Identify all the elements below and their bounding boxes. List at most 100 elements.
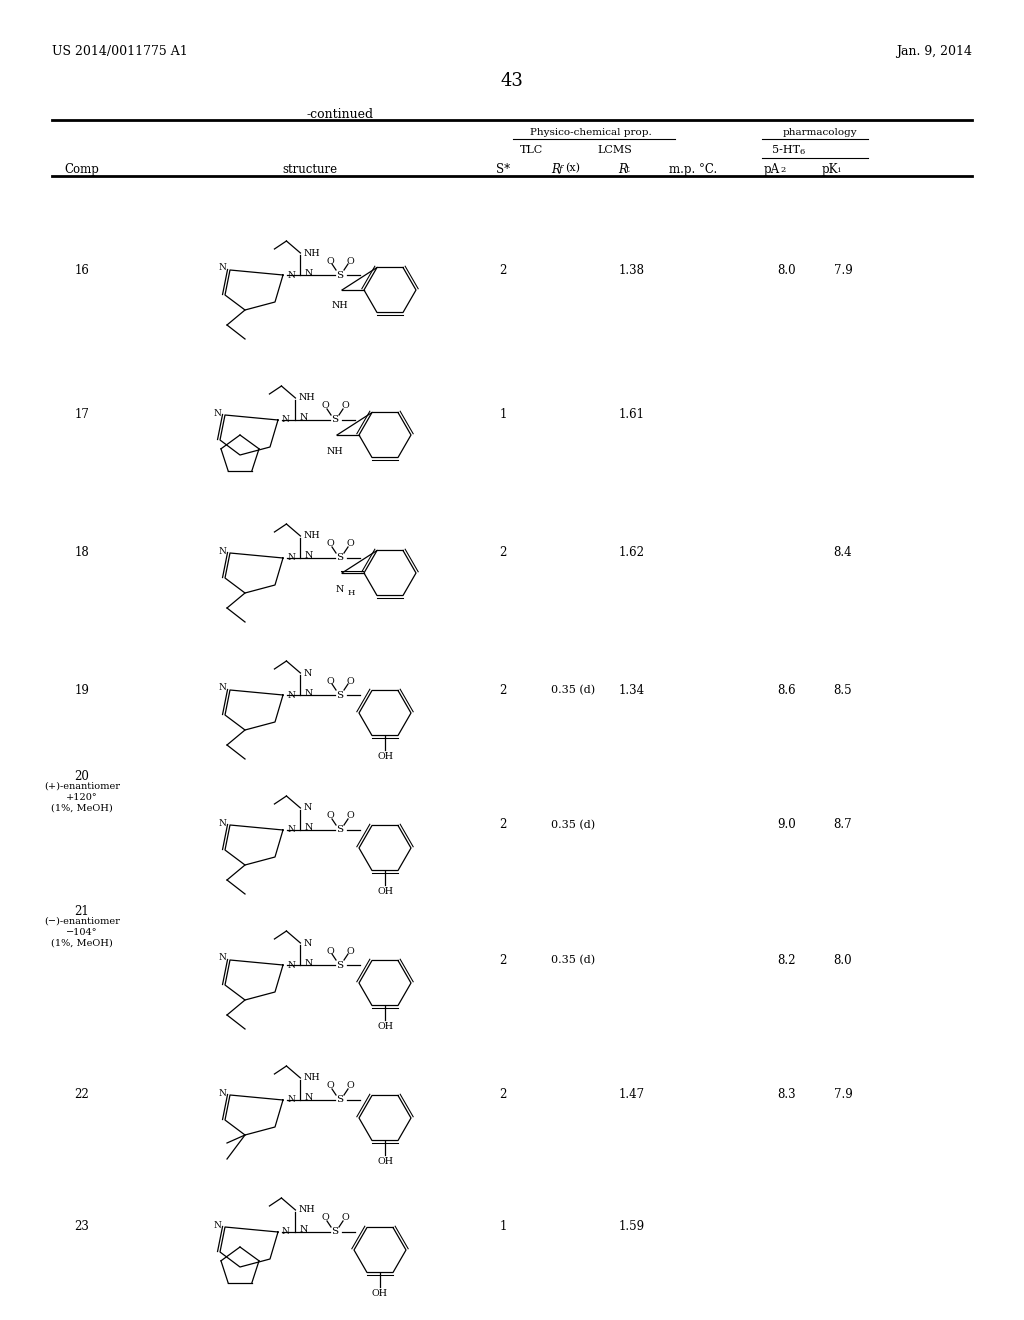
Text: NH: NH (298, 1205, 315, 1214)
Text: 1: 1 (500, 1221, 507, 1233)
Text: S: S (337, 553, 344, 562)
Text: S: S (337, 825, 344, 834)
Text: 43: 43 (501, 73, 523, 90)
Text: 8.7: 8.7 (834, 818, 852, 832)
Text: NH: NH (327, 446, 343, 455)
Text: NH: NH (303, 248, 321, 257)
Text: O: O (346, 1081, 354, 1090)
Text: N: N (304, 552, 312, 561)
Text: (−)-enantiomer: (−)-enantiomer (44, 917, 120, 927)
Text: OH: OH (377, 752, 393, 762)
Text: O: O (322, 401, 329, 411)
Text: N: N (218, 1089, 226, 1097)
Text: O: O (326, 946, 334, 956)
Text: O: O (346, 946, 354, 956)
Text: 8.6: 8.6 (777, 684, 797, 697)
Text: 2: 2 (500, 546, 507, 560)
Text: 8.2: 8.2 (778, 953, 797, 966)
Text: 23: 23 (75, 1221, 89, 1233)
Text: NH: NH (332, 301, 348, 310)
Text: 8.5: 8.5 (834, 684, 852, 697)
Text: O: O (326, 540, 334, 549)
Text: 1.38: 1.38 (618, 264, 645, 276)
Text: S: S (332, 1228, 339, 1237)
Text: m.p. °C.: m.p. °C. (669, 162, 717, 176)
Text: N: N (282, 1228, 290, 1237)
Text: N: N (213, 408, 221, 417)
Text: N: N (287, 961, 295, 969)
Text: N: N (304, 1093, 312, 1102)
Text: t: t (626, 165, 630, 174)
Text: OH: OH (377, 887, 393, 896)
Text: O: O (346, 812, 354, 821)
Text: 7.9: 7.9 (834, 1089, 852, 1101)
Text: 8.0: 8.0 (777, 264, 797, 276)
Text: LCMS: LCMS (598, 145, 633, 154)
Text: 1.34: 1.34 (618, 684, 645, 697)
Text: N: N (304, 958, 312, 968)
Text: 8.0: 8.0 (834, 953, 852, 966)
Text: 7.9: 7.9 (834, 264, 852, 276)
Text: O: O (341, 401, 349, 411)
Text: i: i (838, 165, 841, 173)
Text: Physico-chemical prop.: Physico-chemical prop. (530, 128, 652, 137)
Text: (1%, MeOH): (1%, MeOH) (51, 939, 113, 948)
Text: f: f (559, 165, 562, 174)
Text: S: S (337, 271, 344, 280)
Text: N: N (218, 546, 226, 556)
Text: +120°: +120° (67, 793, 98, 803)
Text: O: O (346, 256, 354, 265)
Text: pK: pK (821, 162, 838, 176)
Text: O: O (322, 1213, 329, 1222)
Text: −104°: −104° (67, 928, 97, 937)
Text: S: S (332, 416, 339, 425)
Text: 1.62: 1.62 (618, 546, 645, 560)
Text: 9.0: 9.0 (777, 818, 797, 832)
Text: 2: 2 (500, 1089, 507, 1101)
Text: S: S (337, 690, 344, 700)
Text: O: O (326, 676, 334, 685)
Text: pA: pA (764, 162, 780, 176)
Text: TLC: TLC (520, 145, 544, 154)
Text: N: N (299, 1225, 308, 1234)
Text: 2: 2 (780, 165, 785, 173)
Text: 2: 2 (500, 684, 507, 697)
Text: 18: 18 (75, 546, 89, 560)
Text: 6: 6 (800, 148, 805, 156)
Text: O: O (346, 676, 354, 685)
Text: N: N (282, 416, 290, 425)
Text: N: N (218, 818, 226, 828)
Text: N: N (213, 1221, 221, 1229)
Text: 21: 21 (75, 906, 89, 917)
Text: N: N (287, 553, 295, 562)
Text: 19: 19 (75, 684, 89, 697)
Text: pharmacology: pharmacology (782, 128, 857, 137)
Text: -continued: -continued (306, 108, 374, 121)
Text: (1%, MeOH): (1%, MeOH) (51, 804, 113, 813)
Text: N: N (287, 1096, 295, 1105)
Text: N: N (304, 824, 312, 833)
Text: 5-HT: 5-HT (772, 145, 800, 154)
Text: structure: structure (283, 162, 338, 176)
Text: 2: 2 (500, 818, 507, 832)
Text: (+)-enantiomer: (+)-enantiomer (44, 781, 120, 791)
Text: O: O (326, 256, 334, 265)
Text: N: N (218, 953, 226, 962)
Text: OH: OH (377, 1158, 393, 1166)
Text: R: R (551, 162, 560, 176)
Text: O: O (326, 1081, 334, 1090)
Text: S: S (337, 1096, 344, 1105)
Text: 1.47: 1.47 (618, 1089, 645, 1101)
Text: N: N (287, 690, 295, 700)
Text: 8.4: 8.4 (834, 546, 852, 560)
Text: 1.59: 1.59 (618, 1221, 645, 1233)
Text: OH: OH (377, 1022, 393, 1031)
Text: N: N (304, 268, 312, 277)
Text: O: O (341, 1213, 349, 1222)
Text: 0.35 (d): 0.35 (d) (551, 685, 595, 696)
Text: 20: 20 (75, 770, 89, 783)
Text: O: O (346, 540, 354, 549)
Text: 0.35 (d): 0.35 (d) (551, 820, 595, 830)
Text: O: O (326, 812, 334, 821)
Text: N: N (287, 271, 295, 280)
